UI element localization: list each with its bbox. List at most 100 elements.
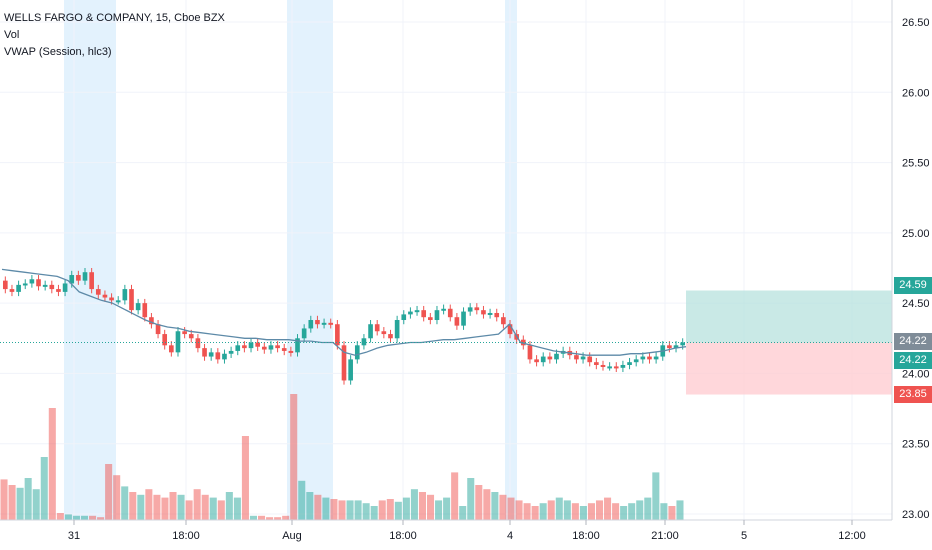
candle-body: [129, 289, 134, 311]
candle-body: [135, 303, 141, 311]
candle-body: [202, 348, 207, 357]
candle-body: [441, 308, 446, 311]
candle-body: [447, 308, 453, 318]
candle-body: [308, 320, 314, 329]
volume-bar: [451, 472, 459, 520]
volume-bar: [24, 478, 32, 520]
volume-bar: [620, 506, 628, 520]
volume-bar: [507, 497, 515, 520]
volume-bar: [113, 475, 121, 520]
candle-body: [434, 310, 440, 321]
volume-bar: [48, 408, 56, 520]
candle-body: [374, 324, 380, 332]
candle-body: [335, 324, 340, 346]
candle-body: [474, 307, 480, 311]
time-axis[interactable]: 31 18:00 Aug 18:00 4 18:00 21:00 5 12:00: [0, 519, 892, 542]
volume-bars: [0, 394, 684, 520]
volume-bar: [628, 503, 636, 520]
volume-bar: [193, 489, 201, 520]
session-shade: [64, 0, 116, 520]
position-zones[interactable]: [686, 290, 892, 395]
candle-body: [667, 345, 672, 349]
candle-body: [454, 317, 460, 326]
candle-body: [242, 345, 247, 349]
candle-body: [361, 338, 367, 346]
volume-bar: [121, 486, 129, 520]
volume-bar: [354, 500, 362, 520]
volume-bar: [491, 492, 499, 520]
candle-body: [653, 356, 659, 360]
candle-body: [341, 345, 347, 381]
candle-body: [594, 362, 599, 365]
candle-body: [16, 284, 21, 292]
candle-body: [401, 314, 407, 321]
price-tick-label: 26.50: [902, 17, 930, 29]
volume-bar: [531, 506, 539, 520]
candle-body: [421, 310, 427, 318]
candle-body: [627, 362, 632, 365]
candle-body: [215, 352, 221, 360]
volume-bar: [483, 489, 491, 520]
volume-bar: [475, 485, 483, 520]
volume-bar: [249, 515, 258, 520]
symbol-title[interactable]: WELLS FARGO & COMPANY, 15, Cboe BZX: [4, 12, 225, 24]
volume-bar: [201, 494, 209, 520]
volume-bar: [169, 492, 177, 520]
volume-bar: [306, 492, 314, 520]
candle-body: [527, 345, 533, 360]
candle-body: [36, 279, 41, 287]
vwap-legend[interactable]: VWAP (Session, hlc3): [4, 46, 112, 58]
volume-bar: [547, 500, 555, 520]
candle-body: [149, 317, 154, 325]
volume-bar: [89, 515, 97, 520]
volume-bar: [177, 494, 185, 520]
volume-bar: [652, 472, 660, 520]
candle-body: [481, 310, 486, 315]
volume-bar: [515, 500, 523, 520]
candle-body: [640, 356, 646, 360]
volume-legend[interactable]: Vol: [4, 29, 20, 41]
volume-bar: [64, 514, 72, 520]
vwap-price-tag: 24.22: [894, 352, 932, 369]
volume-bar: [595, 500, 604, 520]
volume-bar: [410, 489, 418, 520]
candles[interactable]: [2, 268, 686, 385]
volume-bar: [435, 500, 443, 520]
candle-body: [600, 364, 606, 367]
volume-bar: [604, 497, 612, 520]
candle-body: [261, 346, 267, 350]
chart-legend: WELLS FARGO & COMPANY, 15, Cboe BZX Vol …: [4, 10, 225, 61]
candle-body: [534, 359, 539, 363]
candle-body: [182, 331, 187, 335]
volume-bar: [161, 497, 169, 520]
loss-zone: [686, 342, 892, 395]
candle-body: [388, 334, 393, 339]
candle-body: [42, 284, 48, 287]
volume-bar: [0, 479, 8, 520]
volume-bar: [153, 494, 161, 520]
volume-bar: [660, 503, 668, 520]
candle-body: [673, 345, 679, 349]
volume-bar: [555, 497, 563, 520]
candle-body: [275, 345, 280, 349]
candle-body: [162, 334, 168, 346]
volume-bar: [241, 436, 249, 520]
time-tick-label: 18:00: [389, 530, 417, 542]
price-tick-label: 23.00: [902, 509, 930, 521]
volume-bar: [225, 492, 233, 520]
volume-bar: [298, 480, 306, 520]
candle-body: [175, 331, 181, 353]
candle-body: [461, 311, 466, 326]
volume-bar: [282, 515, 290, 520]
candle-body: [2, 280, 8, 290]
volume-bar: [137, 494, 145, 520]
volume-bar: [523, 503, 531, 520]
price-axis[interactable]: 26.50 26.00 25.50 25.00 24.50 24.00 23.50 23.00: [891, 0, 930, 521]
price-tick-label: 26.00: [902, 87, 930, 99]
candle-body: [428, 317, 433, 321]
price-tick-label: 25.00: [902, 228, 930, 240]
volume-bar: [378, 500, 386, 520]
volume-bar: [330, 499, 338, 520]
volume-bar: [217, 500, 225, 520]
